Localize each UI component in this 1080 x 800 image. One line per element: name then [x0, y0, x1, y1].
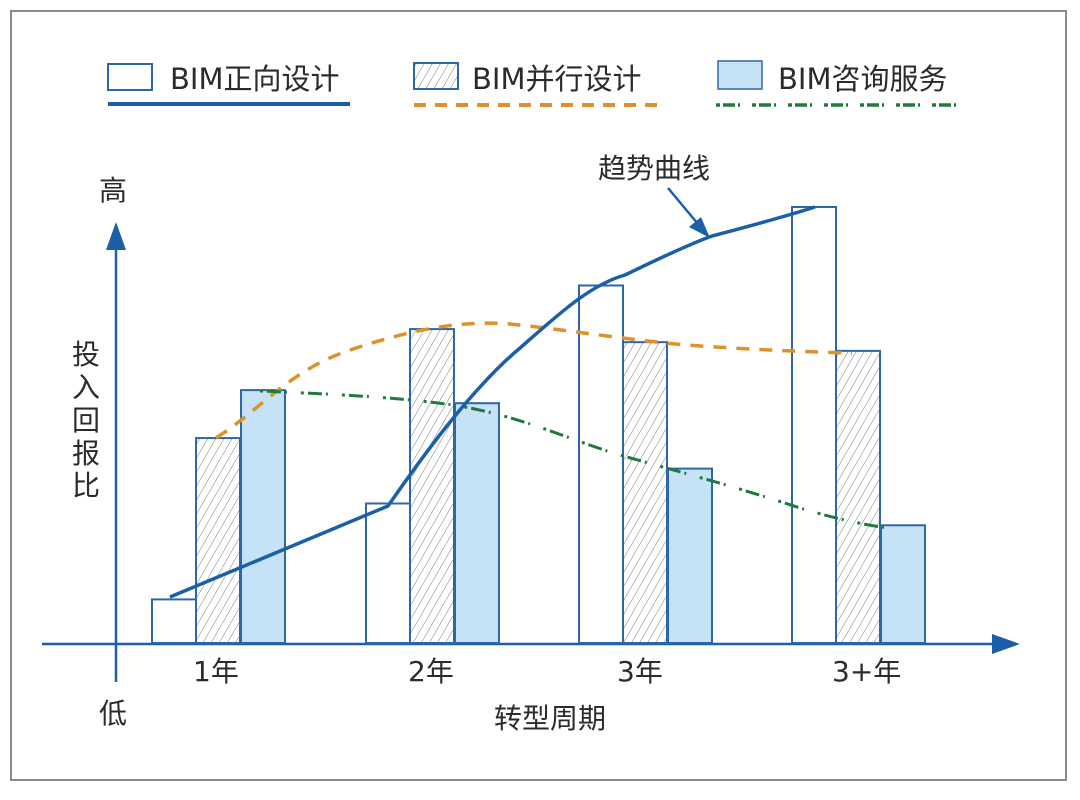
legend-item-forward-design: BIM正向设计 [107, 62, 350, 106]
x-tick-label: 1年 [193, 655, 239, 688]
bar-group [365, 328, 500, 645]
bar-parallel-design [835, 349, 881, 644]
bar-consulting [454, 402, 500, 645]
y-axis-arrow-icon [106, 222, 126, 250]
x-tick-label: 3+年 [832, 655, 901, 688]
bar-forward-design [365, 502, 411, 645]
legend-swatch-outline [107, 63, 153, 91]
y-low-label: 低 [99, 697, 127, 730]
y-title-char: 回 [72, 404, 100, 437]
x-tick-labels: 1年 2年 3年 3+年 [193, 655, 901, 688]
x-tick-label: 2年 [408, 655, 454, 688]
chart-frame [10, 10, 1067, 781]
bar-group [791, 206, 926, 645]
legend-swatch-hatched [413, 62, 459, 90]
legend-item-parallel-design: BIM并行设计 [413, 62, 660, 107]
bar-consulting [240, 389, 286, 644]
bar-parallel-design [195, 437, 241, 644]
bar-consulting [667, 467, 713, 644]
trend-line-consulting [259, 389, 897, 531]
legend-label: BIM并行设计 [472, 62, 641, 96]
legend: BIM正向设计 BIM并行设计 BIM咨询服务 [107, 60, 956, 107]
bar-forward-design [578, 284, 624, 644]
bar-group [578, 284, 713, 644]
y-title-char: 报 [72, 437, 100, 470]
y-axis-title: 投 入 回 报 比 [72, 338, 100, 502]
y-title-char: 投 [72, 338, 100, 371]
legend-label: BIM正向设计 [170, 62, 339, 96]
bar-parallel-design [622, 341, 668, 644]
legend-swatch-lightblue [717, 60, 763, 90]
bar-consulting [880, 524, 926, 645]
trend-annotation: 趋势曲线 [598, 152, 710, 238]
x-tick-label: 3年 [617, 655, 663, 688]
y-high-label: 高 [99, 174, 127, 207]
y-title-char: 比 [72, 469, 100, 502]
bar-group [151, 389, 286, 645]
bar-forward-design [151, 598, 197, 645]
bar-groups [151, 206, 926, 645]
y-title-char: 入 [72, 371, 100, 404]
bar-parallel-design [409, 328, 455, 644]
bar-forward-design [791, 206, 837, 644]
legend-label: BIM咨询服务 [778, 62, 947, 96]
legend-item-consulting: BIM咨询服务 [716, 60, 956, 107]
trend-line-forward-design [169, 205, 816, 599]
trend-line-parallel-design [215, 321, 853, 440]
annotation-label: 趋势曲线 [598, 152, 710, 185]
annotation-arrow-icon [689, 217, 710, 238]
x-axis-arrow-icon [992, 634, 1020, 654]
y-axis [106, 222, 126, 682]
x-axis-title: 转型周期 [494, 702, 606, 735]
